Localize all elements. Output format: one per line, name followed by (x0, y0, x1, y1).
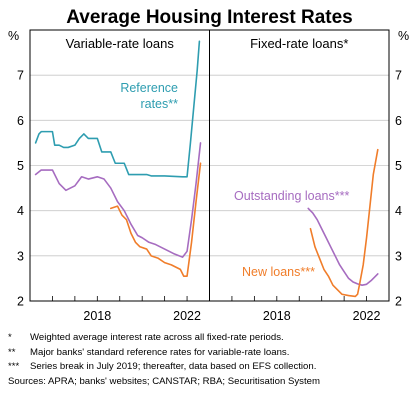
footnote-1: * Weighted average interest rate across … (8, 331, 416, 346)
y-unit-left: % (8, 29, 19, 43)
footnotes: * Weighted average interest rate across … (8, 331, 416, 389)
y-tick-label: 3 (395, 249, 402, 263)
panel-title-variable: Variable-rate loans (66, 36, 175, 51)
annotation-fixed-new: New loans*** (242, 265, 315, 279)
footnote-2: ** Major banks' standard reference rates… (8, 346, 416, 361)
panel-title-fixed: Fixed-rate loans* (250, 36, 348, 51)
annotation-reference-line2: rates** (140, 97, 178, 111)
y-tick-label: 7 (395, 69, 402, 83)
x-tick-label: 2018 (263, 309, 291, 323)
x-tick-labels: 2018 2022 2018 2022 (83, 309, 380, 323)
sources-text: Sources: APRA; banks' websites; CANSTAR;… (8, 375, 320, 387)
y-unit-right: % (398, 29, 409, 43)
y-tick-label: 4 (17, 204, 24, 218)
footnote-mark: * (8, 332, 12, 343)
gridlines (30, 74, 389, 301)
footnote-text: Series break in July 2019; thereafter, d… (30, 361, 317, 372)
y-tick-label: 7 (17, 69, 24, 83)
series-layer (34, 40, 379, 298)
y-tick-label: 6 (17, 114, 24, 128)
footnote-text: Weighted average interest rate across al… (30, 332, 284, 343)
sources: Sources: APRA; banks' websites; CANSTAR;… (8, 375, 416, 390)
x-tick-label: 2018 (83, 309, 111, 323)
y-tick-label: 5 (17, 159, 24, 173)
y-tick-label: 2 (395, 295, 402, 309)
annotation-fixed-outstanding: Outstanding loans*** (234, 189, 349, 203)
chart-title: Average Housing Interest Rates (66, 7, 353, 28)
y-tick-label: 3 (17, 249, 24, 263)
x-tick-label: 2022 (173, 309, 201, 323)
series-line-variable-new-loans (109, 162, 202, 277)
footnote-text: Major banks' standard reference rates fo… (30, 346, 290, 358)
y-tick-label: 4 (395, 204, 402, 218)
annotation-reference-line1: Reference (120, 81, 178, 95)
y-tick-label: 5 (395, 159, 402, 173)
footnote-3: *** Series break in July 2019; thereafte… (8, 360, 416, 375)
footnote-mark: ** (8, 346, 16, 358)
series-line-variable-reference-rates (34, 40, 201, 178)
y-tick-label: 6 (395, 114, 402, 128)
footnote-mark: *** (8, 361, 20, 372)
y-tick-label: 2 (17, 295, 24, 309)
series-line-variable-outstanding-loans (34, 142, 202, 258)
y-tick-labels-right: 2 3 4 5 6 7 (395, 69, 402, 309)
series-line-fixed-new-loans (309, 148, 379, 298)
series-line-fixed-outstanding-loans (307, 207, 379, 286)
y-tick-labels-left: 2 3 4 5 6 7 (17, 69, 24, 309)
x-tick-label: 2022 (353, 309, 381, 323)
